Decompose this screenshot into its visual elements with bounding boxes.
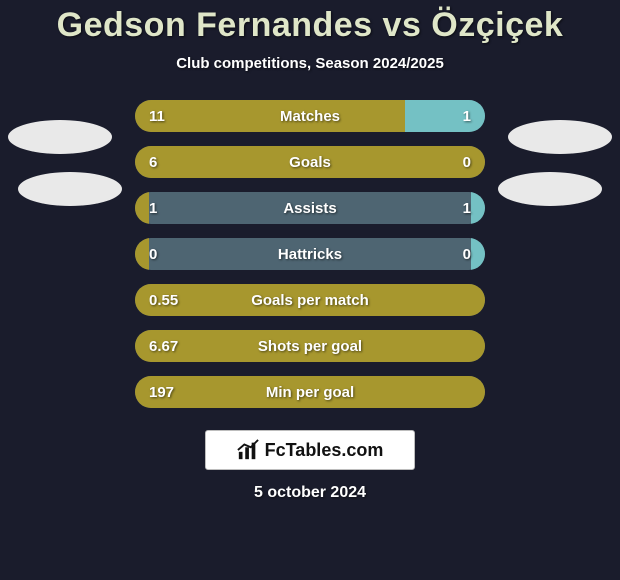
stat-label: Shots per goal [258,338,362,355]
stat-row: 197 Min per goal [135,376,485,408]
stat-label: Goals per match [251,292,369,309]
player-right-photo-placeholder [508,120,612,154]
stat-value-left: 0 [149,246,157,263]
stat-value-left: 6 [149,154,157,171]
stat-value-left: 6.67 [149,338,178,355]
stat-label: Matches [280,108,340,125]
stat-row: 0.55 Goals per match [135,284,485,316]
page-title: Gedson Fernandes vs Özçiçek [0,0,620,45]
player-left-photo-placeholder [8,120,112,154]
stat-row: 6.67 Shots per goal [135,330,485,362]
stat-label: Hattricks [278,246,342,263]
stat-fill-left [135,238,149,270]
stat-row: 0 Hattricks 0 [135,238,485,270]
subtitle: Club competitions, Season 2024/2025 [0,55,620,72]
stat-row: 6 Goals 0 [135,146,485,178]
comparison-card: Gedson Fernandes vs Özçiçek Club competi… [0,0,620,580]
branding-logo-icon [237,439,259,461]
date-label: 5 october 2024 [0,484,620,502]
stat-row: 11 Matches 1 [135,100,485,132]
stat-fill-right [471,192,485,224]
stat-value-right: 0 [463,246,471,263]
stat-row: 1 Assists 1 [135,192,485,224]
stat-fill-right [405,100,486,132]
stat-fill-left [135,192,149,224]
stat-value-left: 11 [149,108,165,125]
stat-fill-right [471,238,485,270]
stat-value-right: 1 [463,108,471,125]
branding-text: FcTables.com [265,440,384,461]
player-right-photo-placeholder [498,172,602,206]
stat-label: Min per goal [266,384,354,401]
stat-value-right: 0 [463,154,471,171]
stat-label: Assists [283,200,336,217]
stat-value-left: 1 [149,200,157,217]
stat-value-left: 197 [149,384,174,401]
stat-label: Goals [289,154,331,171]
stat-value-left: 0.55 [149,292,178,309]
stat-fill-left [135,100,405,132]
stat-value-right: 1 [463,200,471,217]
player-left-photo-placeholder [18,172,122,206]
branding-badge: FcTables.com [205,430,415,470]
